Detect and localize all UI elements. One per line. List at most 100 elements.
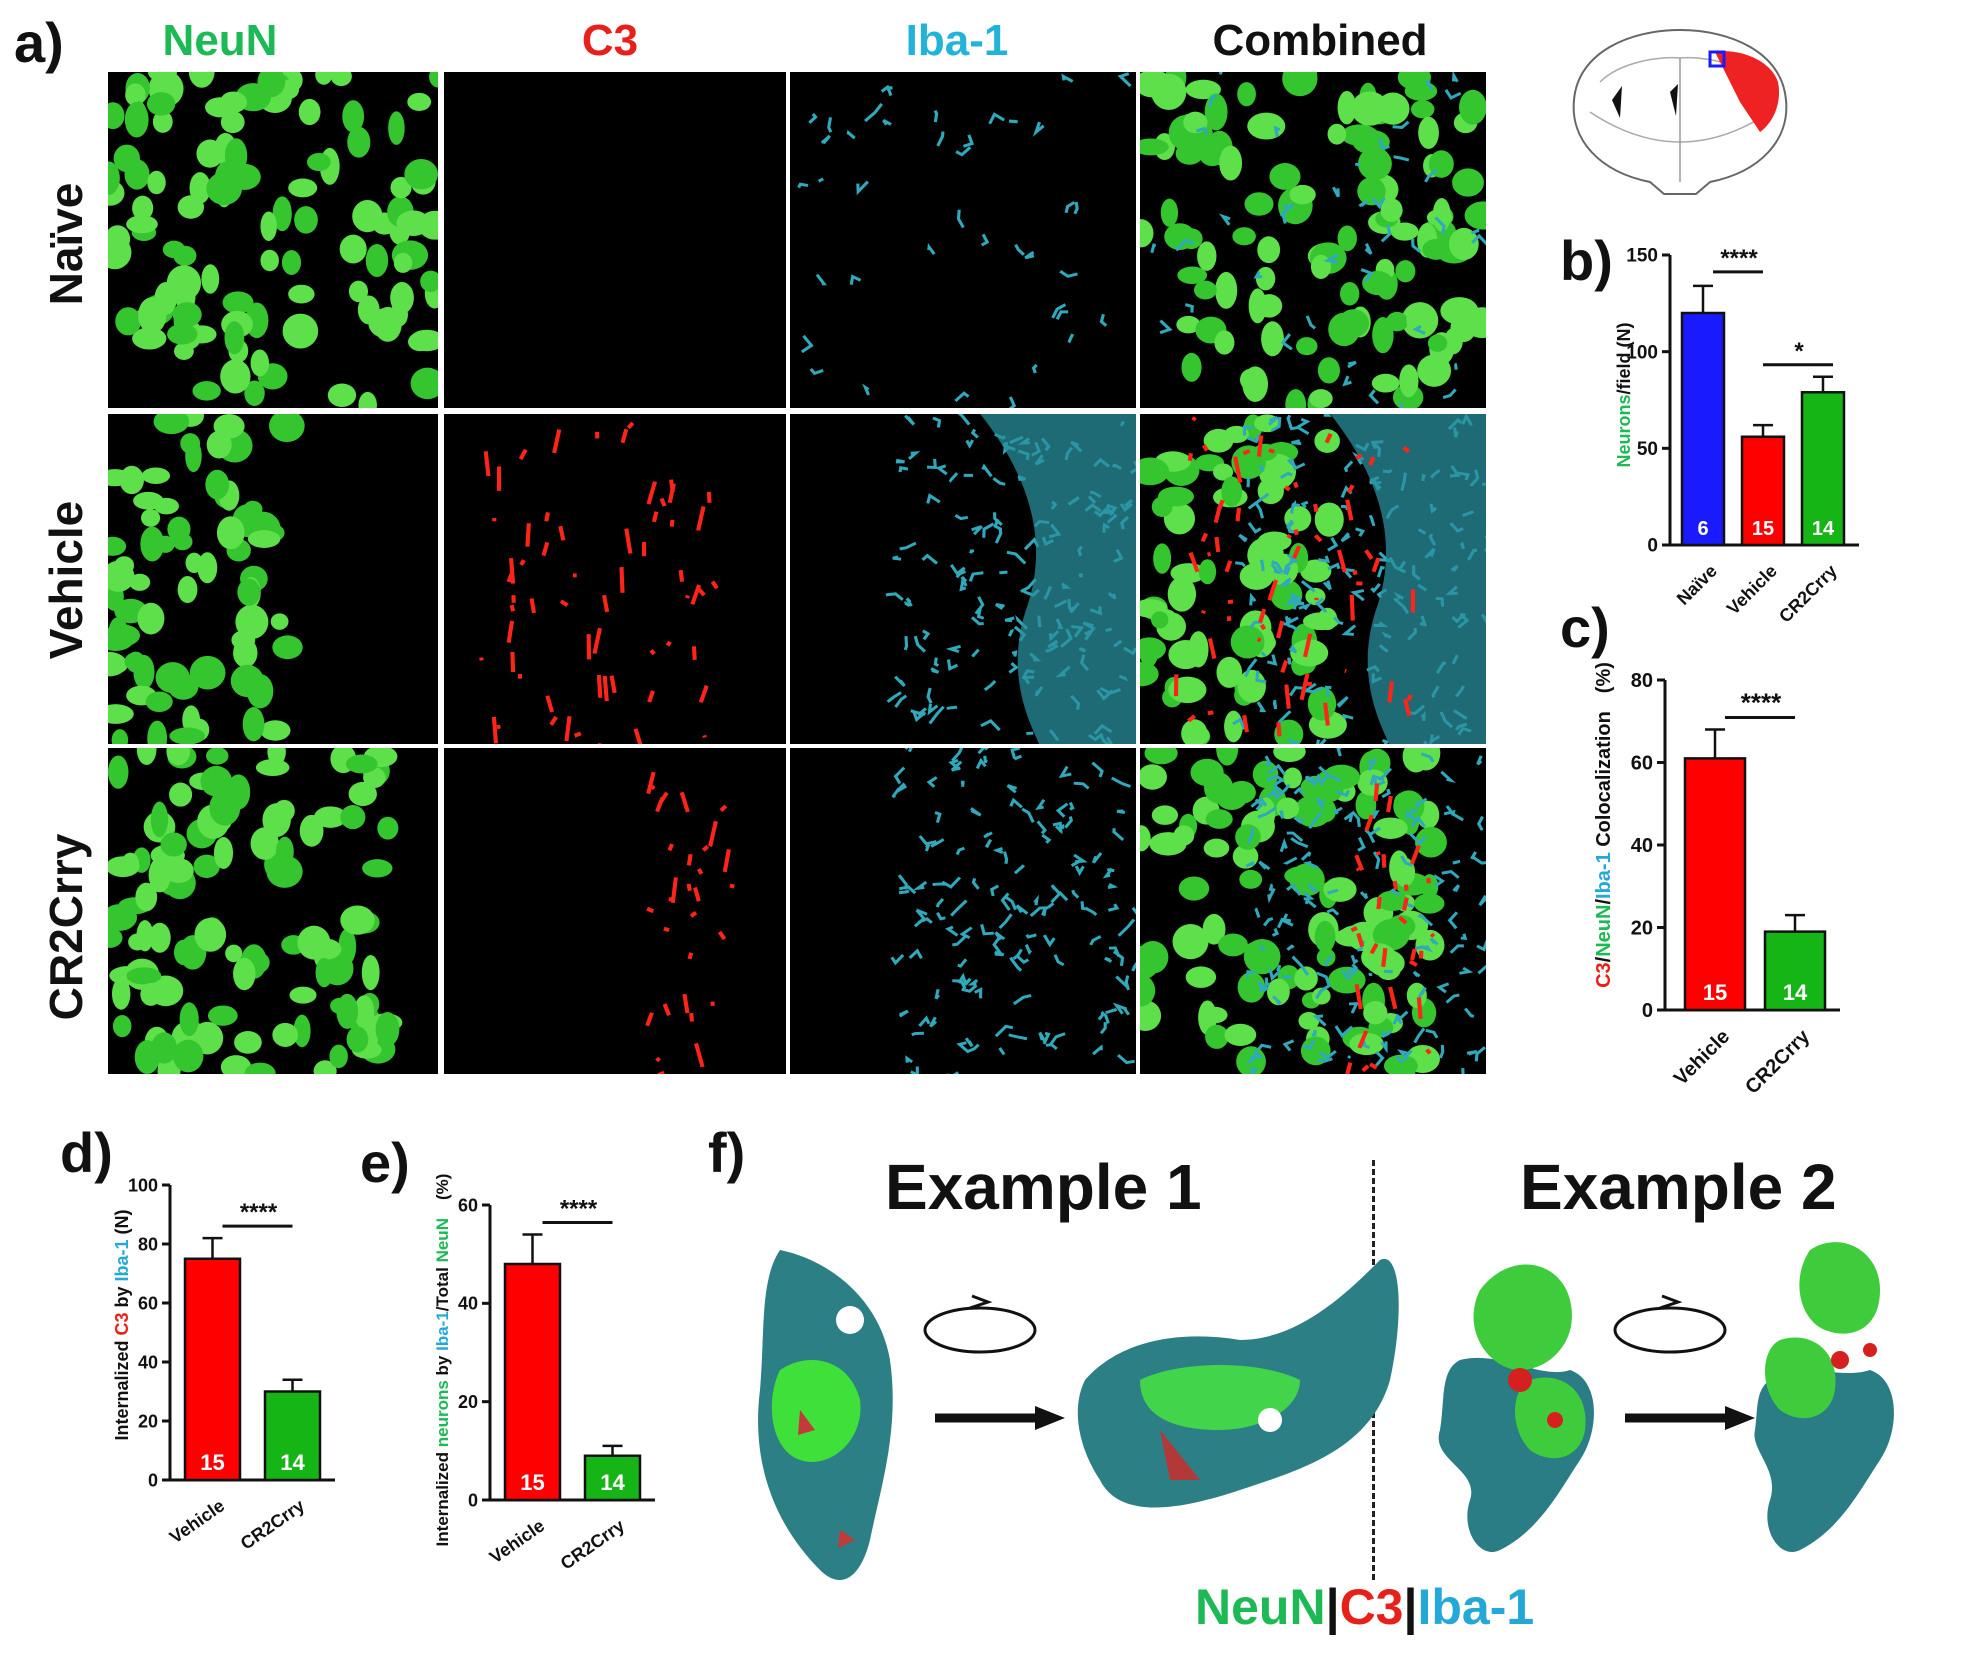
y-axis-label-part: by [433, 1351, 452, 1380]
y-tick-label: 80 [1631, 670, 1653, 692]
bar-vehicle [1683, 757, 1747, 1012]
tile-vehicle-iba1 [790, 414, 1136, 744]
y-axis-label-part: /Total [433, 1262, 452, 1311]
rotation-arrow-1 [923, 1294, 1037, 1354]
y-tick-label: 0 [1647, 536, 1658, 557]
panel-a-letter: a) [14, 11, 64, 74]
y-axis-label-part: Colocalization [1593, 711, 1615, 852]
bar-vehicle [183, 1257, 242, 1482]
legend-c3: C3 [1339, 1579, 1404, 1635]
category-label: Vehicle [166, 1495, 228, 1547]
row-label-cr2crry: CR2Crry [40, 833, 92, 1021]
y-tick-label: 0 [1642, 1000, 1653, 1022]
n-label: 15 [200, 1450, 224, 1475]
example2-render-b [1754, 1242, 1894, 1552]
y-axis-label-part: NeuN [1593, 905, 1615, 957]
n-label: 14 [280, 1450, 305, 1475]
y-axis-label-part: / [1593, 956, 1615, 962]
y-axis-label-part: neurons [433, 1380, 452, 1447]
chart-e: 0 20 40 60 15 Vehicle 14 CR2Crry **** Internalize… [430, 1150, 710, 1630]
y-tick-label: 100 [128, 1175, 158, 1195]
panel-b-letter: b) [1560, 229, 1613, 292]
y-axis-label: Internalized neurons by Iba-1/Total NeuN… [433, 1174, 452, 1547]
y-tick-label: 0 [468, 1490, 478, 1510]
n-label: 14 [600, 1470, 625, 1495]
n-label: 15 [520, 1470, 544, 1495]
chart-d: 0 20 40 60 80 100 15 Vehicle 14 CR2Crry **** Intern… [110, 1155, 390, 1595]
tile-cr2crry-c3 [444, 748, 786, 1074]
n-label: 15 [1752, 518, 1774, 540]
significance-stars: **** [560, 1196, 598, 1223]
panel-f-renderings [740, 1230, 1960, 1600]
category-label: CR2Crry [1775, 561, 1841, 627]
y-axis-label-unit: (%) [433, 1174, 452, 1200]
y-tick-label: 150 [1626, 246, 1658, 267]
y-tick-label: 80 [138, 1234, 158, 1254]
category-label: CR2Crry [557, 1515, 628, 1573]
y-axis-label-part: NeuN [433, 1218, 452, 1262]
y-tick-label: 40 [138, 1352, 158, 1372]
tile-cr2crry-iba1 [790, 748, 1136, 1074]
n-label: 15 [1703, 980, 1727, 1005]
legend-sep-2: | [1403, 1579, 1418, 1635]
significance-stars: * [1794, 338, 1804, 365]
y-tick-label: 20 [138, 1411, 158, 1431]
y-axis-label-part: Iba-1 [433, 1311, 452, 1351]
tile-naive-combined [1140, 72, 1486, 408]
y-axis-label-part: / [1593, 899, 1615, 905]
significance-stars: **** [1741, 688, 1782, 718]
panel-f-letter: f) [708, 1121, 746, 1184]
example1-render-a [758, 1250, 893, 1580]
row-label-vehicle: Vehicle [40, 500, 92, 660]
y-axis-label-part: Iba-1 [1593, 852, 1615, 899]
row-label-naive: Naïve [40, 182, 92, 306]
tile-vehicle-neun [108, 414, 438, 744]
y-axis-label-part: /field (N) [1614, 322, 1634, 394]
category-label: Vehicle [1723, 561, 1781, 619]
column-header-combined: Combined [1212, 16, 1428, 65]
category-label: Vehicle [486, 1515, 548, 1567]
y-tick-label: 60 [1631, 753, 1653, 775]
panel-d-letter: d) [60, 1121, 113, 1184]
category-label: Naïve [1673, 561, 1721, 609]
bar-vehicle [1740, 435, 1786, 547]
legend-neun: NeuN [1195, 1579, 1326, 1635]
y-axis-label-part: C3 [112, 1312, 132, 1335]
y-axis-label: Neurons/field (N) [1614, 322, 1634, 467]
y-tick-label: 60 [138, 1293, 158, 1313]
tile-naive-c3 [444, 72, 786, 408]
y-axis-label: C3/NeuN/Iba-1 Colocalization(%) [1593, 662, 1615, 988]
bar-cr2crry [1763, 930, 1827, 1012]
legend-iba1: Iba-1 [1417, 1579, 1535, 1635]
significance-stars: **** [240, 1199, 278, 1226]
y-tick-label: 20 [1631, 918, 1653, 940]
brain-atlas-inset [1560, 22, 1800, 202]
bar-naïve [1680, 311, 1726, 547]
panel-e-letter: e) [360, 1131, 410, 1194]
y-tick-label: 40 [458, 1294, 478, 1314]
category-label: CR2Crry [237, 1495, 308, 1553]
tile-naive-iba1 [790, 72, 1136, 408]
y-axis-label-unit: (%) [1593, 662, 1615, 693]
column-header-iba1: Iba-1 [905, 16, 1009, 65]
y-axis-label-part: (N) [112, 1209, 132, 1239]
n-label: 6 [1697, 518, 1708, 540]
y-tick-label: 40 [1631, 835, 1653, 857]
bar-cr2crry [1800, 391, 1846, 547]
panel-c-letter: c) [1560, 596, 1610, 659]
y-axis-label-part: by [112, 1281, 132, 1312]
y-tick-label: 20 [458, 1392, 478, 1412]
significance-stars: **** [1720, 245, 1758, 272]
panel-f-legend: NeuN|C3|Iba-1 [1195, 1578, 1534, 1636]
y-tick-label: 0 [148, 1470, 158, 1490]
bar-vehicle [503, 1262, 562, 1502]
y-axis-label-part: Internalized [112, 1336, 132, 1441]
chart-b: 0 50 100 150 6 Naïve 15 Vehicle 14 CR2Crry **** * Ne… [1580, 235, 1920, 635]
column-header-c3: C3 [581, 16, 639, 65]
n-label: 14 [1783, 980, 1808, 1005]
example2-render-a [1438, 1264, 1594, 1552]
y-axis-label-part: Neurons [1614, 394, 1634, 467]
tile-vehicle-c3 [444, 414, 786, 744]
n-label: 14 [1812, 518, 1835, 540]
y-tick-label: 60 [458, 1195, 478, 1215]
